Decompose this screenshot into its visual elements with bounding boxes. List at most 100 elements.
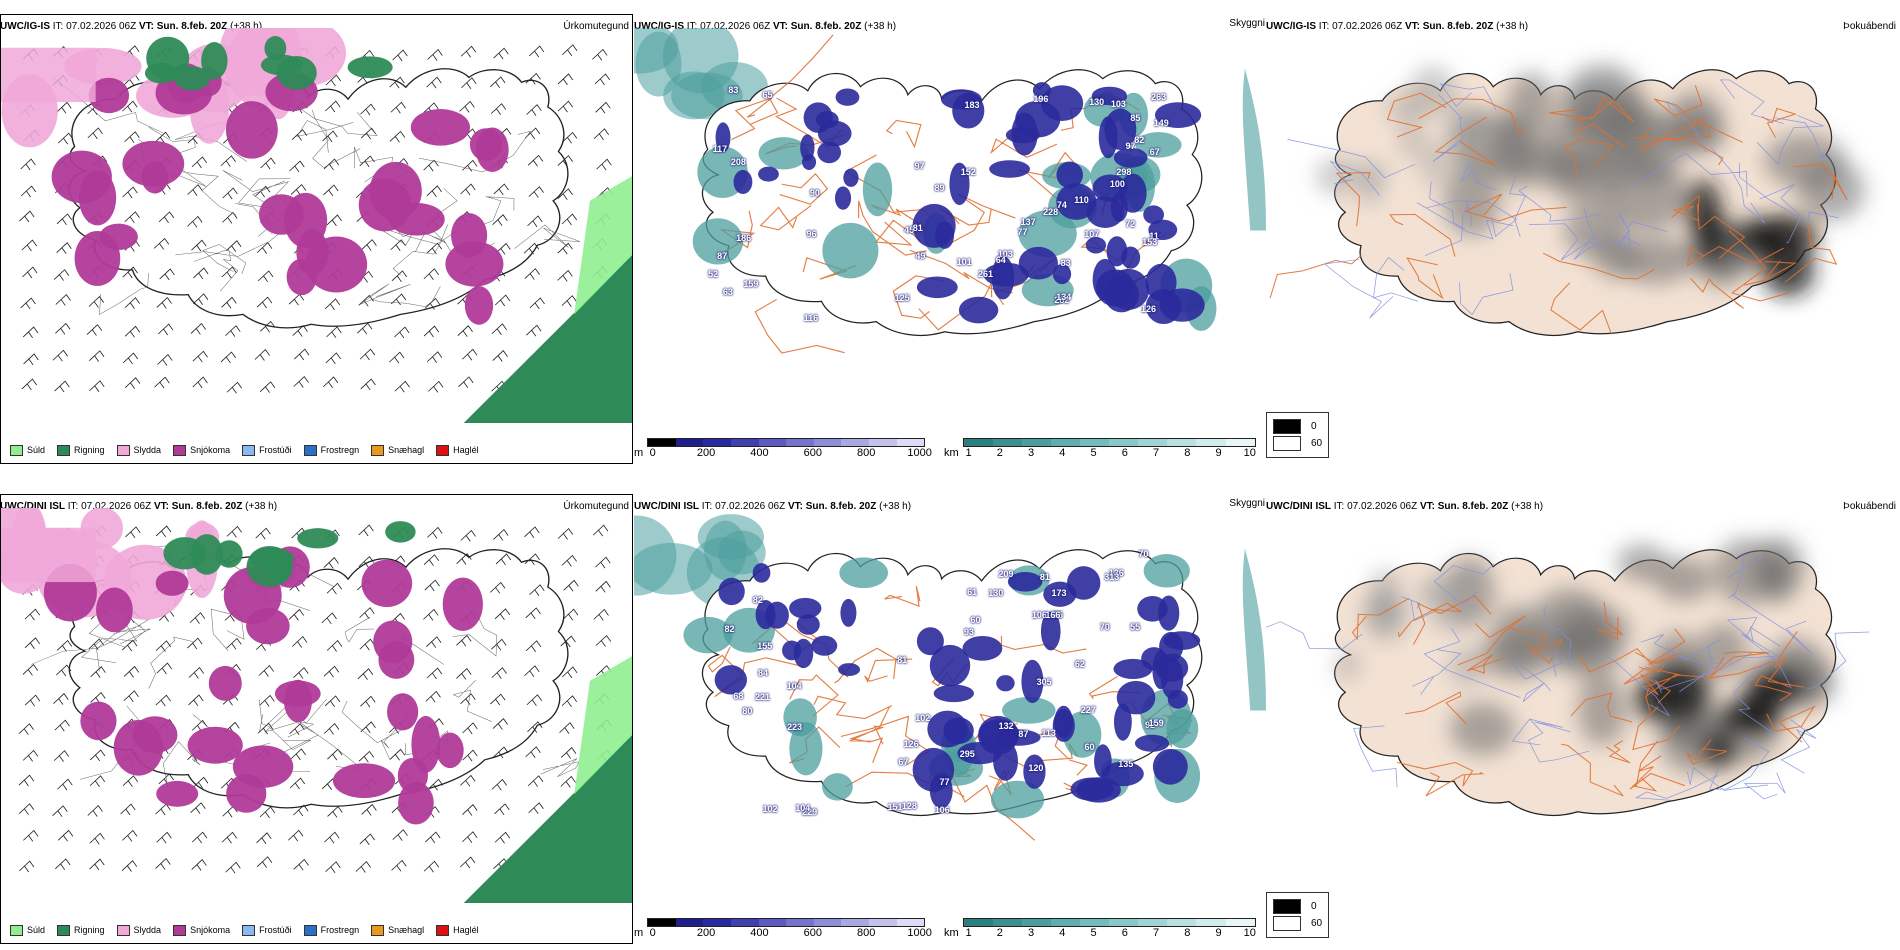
legend-item: Snæhagl: [371, 444, 424, 456]
legend-swatch: [116, 444, 130, 456]
cloud-base-label: 62: [1074, 659, 1085, 670]
cloud-base-label: 82: [752, 595, 763, 606]
legend-item: Snjókoma: [173, 924, 230, 936]
low-cloud-base-area: [840, 598, 857, 627]
low-cloud-base-area: [1040, 611, 1061, 651]
cloud-base-label: 102: [762, 804, 778, 815]
cloud-base-label: 113: [1041, 727, 1056, 738]
cloud-base-label: 136: [1108, 568, 1124, 579]
panel-header-top-left: UWC/IG-IS IT: 07.02.2026 06Z VT: Sun. 8.…: [0, 21, 263, 32]
colorbar-cell: [703, 439, 731, 446]
low-visibility-area: [822, 773, 853, 801]
snow-area: [436, 732, 464, 769]
visibility-map-1: 155 229 223 102 104 221 80 84 104 68 82 82 173 70 135 6…: [634, 508, 1266, 913]
low-cloud-base-area: [758, 166, 779, 182]
colorbar-cell: [675, 439, 704, 446]
cloud-base-label: 67: [898, 756, 909, 767]
cloud-base-label: 128: [901, 800, 917, 811]
cloud-base-label: 75: [1052, 609, 1063, 620]
sleet-area: [1, 47, 96, 103]
colorbar-unit: km: [944, 447, 959, 459]
vis-panel-title-bottom: Skyggni: [1229, 498, 1265, 509]
low-cloud-base-area: [916, 276, 958, 299]
cloud-base-label: 103: [997, 248, 1013, 259]
colorbar-tick: 400: [750, 927, 769, 939]
snow-area: [225, 101, 278, 159]
low-cloud-base-area: [916, 627, 944, 656]
fog-shade: [1654, 557, 1713, 602]
colorbar-tick: 9: [1215, 927, 1222, 939]
cloud-base-label: 298: [1116, 167, 1132, 178]
low-cloud-base-area: [796, 614, 820, 635]
fog-map-1-svg: [1266, 536, 1870, 817]
colorbar-cell: [1080, 439, 1110, 446]
colorbar-cell: [786, 919, 814, 926]
low-cloud-base-area: [1007, 572, 1043, 592]
visibility-map-0-svg: [634, 28, 1266, 354]
fog-shade: [1443, 163, 1500, 237]
legend-swatch: [436, 444, 450, 456]
fog-shade: [1449, 648, 1486, 688]
cloud-base-label: 152: [960, 167, 976, 178]
rain-area: [347, 56, 393, 79]
legend-label: Snæhagl: [388, 925, 425, 935]
low-visibility-area: [862, 162, 893, 217]
cloud-base-label: 55: [1130, 621, 1141, 632]
snow-area: [80, 701, 117, 741]
low-cloud-base-area: [1011, 112, 1038, 156]
low-cloud-base-area: [1113, 703, 1132, 741]
colorbar-tick: 5: [1090, 927, 1097, 939]
cloud-base-label: 65: [762, 90, 773, 101]
colorbar-cell: [1225, 439, 1255, 446]
legend-item: Snjókoma: [173, 444, 230, 456]
cloud-base-label: 89: [934, 183, 945, 194]
panel-header-bottom-left: UWC/DINI ISL IT: 07.02.2026 06Z VT: Sun.…: [0, 501, 278, 512]
cloud-base-label: 295: [959, 749, 975, 760]
cloud-base-label: 130: [988, 588, 1004, 599]
legend-item: Súld: [10, 444, 45, 456]
low-cloud-base-area: [789, 597, 822, 619]
cloud-base-label: 96: [806, 228, 817, 239]
colorbar-tick: 10: [1243, 447, 1256, 459]
legend-swatch: [57, 924, 71, 936]
cloud-base-label: 81: [912, 222, 923, 233]
fog-legend-swatch: [1273, 916, 1301, 931]
colorbar-tick: 8: [1184, 927, 1191, 939]
low-visibility-area: [635, 31, 682, 97]
colorbar-cell: [758, 439, 787, 446]
low-cloud-base-area: [1091, 86, 1128, 106]
legend-label: Slydda: [133, 925, 162, 935]
colorbar-cell: [868, 439, 897, 446]
low-visibility-area: [1143, 554, 1190, 588]
cloud-base-label: 67: [1149, 147, 1160, 158]
legend-label: Slydda: [133, 445, 162, 455]
cloud-base-label: 104: [795, 803, 811, 814]
snow-area: [332, 763, 396, 799]
precip-type-legend: Súld Rigning Slydda Snjókoma Frostúði Frostre…: [4, 439, 485, 461]
snow-area: [246, 607, 290, 645]
fog-map-0: [1266, 28, 1900, 433]
valid-time: Sun. 8.feb. 20Z: [156, 21, 228, 32]
cloud-base-label: 173: [1051, 587, 1067, 598]
low-visibility-area: [990, 780, 1045, 819]
cloud-base-label: 84: [758, 668, 769, 679]
colorbar-tick: 7: [1152, 447, 1160, 459]
colorbar-cell: [1050, 439, 1081, 446]
legend-swatch: [10, 924, 23, 936]
fog-shade: [1335, 649, 1361, 681]
low-cloud-base-area: [989, 160, 1031, 178]
colorbar-tick: 0: [649, 927, 656, 939]
legend-label: Frostúði: [259, 445, 292, 455]
cloud-base-label: 166: [1045, 609, 1061, 620]
low-cloud-base-area: [935, 221, 955, 249]
colorbar-tick: 600: [803, 447, 823, 459]
rain-area: [201, 42, 228, 80]
legend-label: Rigning: [74, 925, 105, 935]
fog-panel-title-bottom: Þokuábendi: [1843, 501, 1896, 512]
colorbar-cell: [896, 439, 925, 446]
legend-item: Súld: [10, 924, 45, 936]
colorbar-cell: [813, 919, 842, 926]
fog-shade: [1551, 624, 1622, 678]
precip-panel-title-bottom: Úrkomutegund: [563, 501, 629, 512]
legend-swatch: [371, 444, 385, 456]
